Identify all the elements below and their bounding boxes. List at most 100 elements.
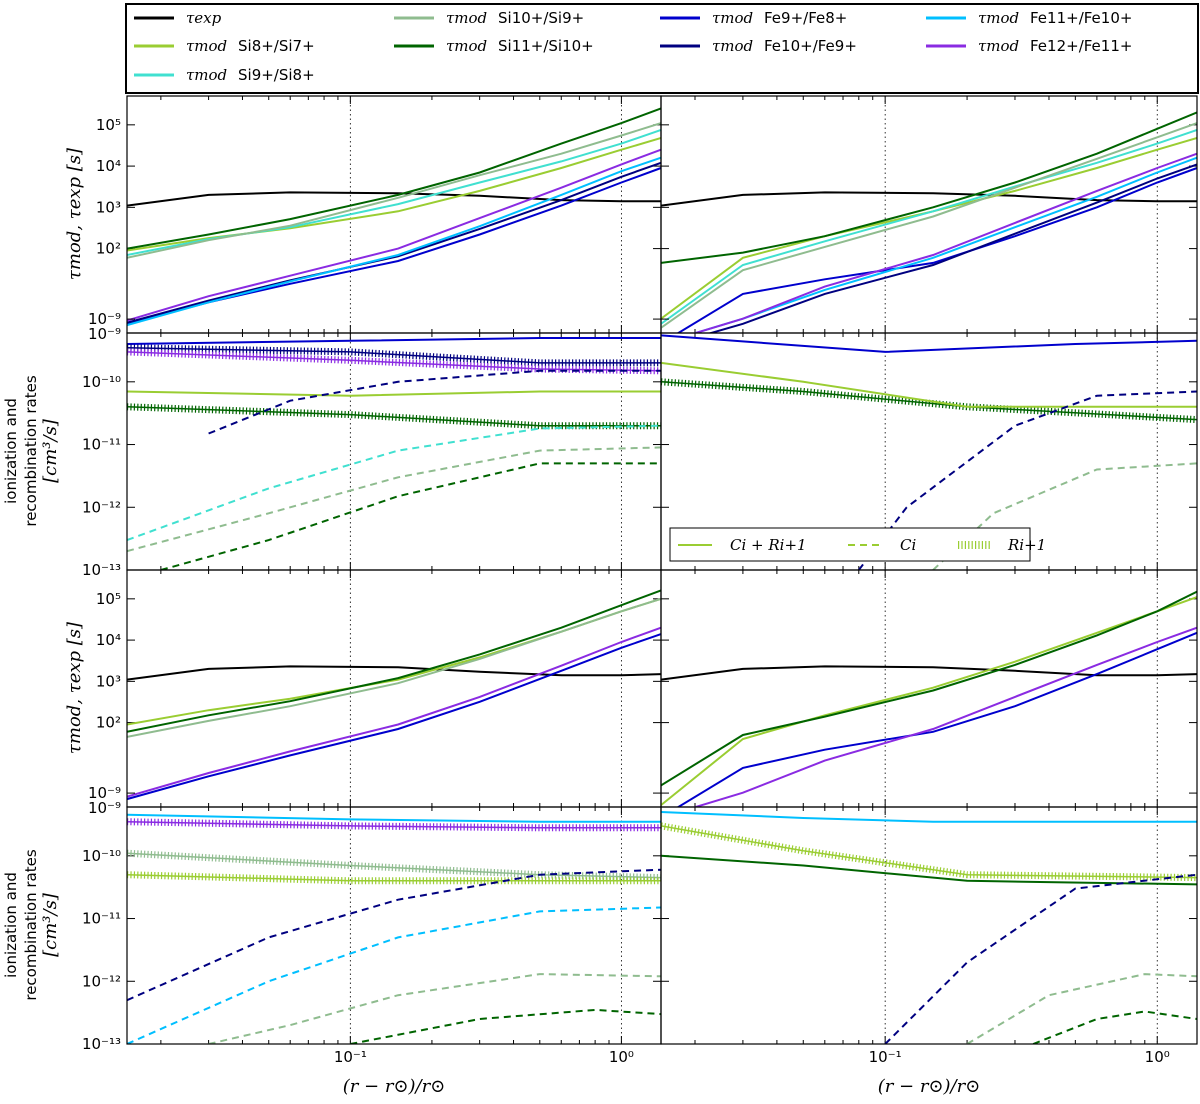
y-tick-label: 10⁴ — [96, 157, 121, 175]
inset-legend: Ci + Ri+1 Ci Ri+1 — [669, 527, 1046, 562]
tau-ylabel-bottom: τmod, τexp [s] — [64, 621, 85, 754]
panel-frame — [660, 95, 1198, 334]
panel-frame — [126, 569, 662, 808]
y-tick-label: 10³ — [96, 672, 121, 690]
panel-second-left: 10⁻⁹ 10⁻¹⁰ 10⁻¹¹ 10⁻¹² 10⁻¹³ — [82, 310, 662, 579]
series-fe109 — [707, 163, 1197, 333]
x-tick-label: 10⁻¹ — [869, 1048, 902, 1066]
series-core — [127, 873, 661, 882]
rate-ylabel-bottom: ionization and recombination rates [cm³/… — [2, 849, 61, 1000]
y-tick-label: 10⁻¹³ — [82, 1035, 121, 1053]
series-si1110-ci — [1032, 1010, 1197, 1044]
series-fe98-ci-ri-1 — [661, 334, 1197, 353]
panel-top-left: 10² 10³ 10⁴ 10⁵ 10⁻⁹ — [88, 95, 662, 343]
rate-ylabel-line2: recombination rates — [22, 375, 40, 526]
series-si98-ci — [127, 424, 661, 542]
xlabel-right: (r − r⊙)/r⊙ — [878, 1076, 981, 1097]
inset-label-solid: Ci + Ri+1 — [730, 536, 807, 554]
series-fe109-ci — [884, 873, 1197, 1044]
panel-frame — [660, 806, 1198, 1045]
legend-symbol-fe109: τmod — [712, 37, 753, 55]
legend-label-fe1110: Fe11+/Fe10+ — [1030, 9, 1132, 27]
series-core — [127, 346, 661, 364]
rate-ylabel-top: ionization and recombination rates [cm³/… — [2, 375, 61, 526]
series-si109-ci — [208, 973, 661, 1044]
legend-label-fe98: Fe9+/Fe8+ — [764, 9, 847, 27]
panel-bottom-right: 10⁻¹ 10⁰ — [660, 792, 1198, 1066]
legend-symbol-fe98: τmod — [712, 9, 753, 27]
panel-top-right — [660, 95, 1198, 334]
series-group — [661, 811, 1197, 1044]
x-tick-label: 10⁰ — [609, 1048, 634, 1066]
series-fe98 — [676, 631, 1197, 807]
series-core — [127, 406, 661, 427]
y-tick-label: 10³ — [96, 198, 121, 216]
series-fe109-ci — [127, 868, 661, 1002]
panel-third-right — [660, 569, 1198, 808]
rate-ylabel-line1: ionization and — [2, 872, 20, 978]
y-tick-label: 10² — [96, 240, 121, 258]
legend-symbol-si87: τmod — [186, 37, 227, 55]
series-core — [661, 825, 1197, 879]
y-axis-labels: τmod, τexp [s] τmod, τexp [s] ionization… — [2, 147, 85, 1001]
panel-bottom-left: 10⁻⁹ 10⁻¹⁰ 10⁻¹¹ 10⁻¹² 10⁻¹³ 10⁻¹ 10⁰ — [82, 784, 662, 1066]
y-tick-label: 10² — [96, 714, 121, 732]
y-tick-label: 10⁻¹² — [82, 972, 121, 990]
series-group — [661, 590, 1197, 807]
series-group — [127, 337, 661, 570]
legend-symbol-si109: τmod — [446, 9, 487, 27]
series-si1110 — [127, 589, 661, 733]
rate-ylabel-line2: recombination rates — [22, 849, 40, 1000]
y-tick-label: 10⁻⁹ — [88, 325, 121, 343]
series-fe1110 — [127, 156, 661, 327]
series-core — [661, 381, 1197, 421]
series-si98 — [661, 129, 1197, 325]
legend-symbol-exp: τexp — [186, 9, 222, 27]
series-fe1110-ci — [127, 906, 661, 1044]
series-si109 — [661, 122, 1197, 329]
series-si87 — [127, 597, 661, 726]
panel-third-left: 10² 10³ 10⁴ 10⁵ 10⁻⁹ — [88, 569, 662, 817]
series-fe98 — [127, 633, 661, 801]
rate-ylabel-units: [cm³/s] — [40, 892, 61, 957]
series-exp — [127, 665, 661, 681]
rate-ylabel-line1: ionization and — [2, 398, 20, 504]
legend-label-si98: Si9+/Si8+ — [238, 66, 315, 84]
x-tick-label: 10⁰ — [1145, 1048, 1170, 1066]
y-tick-label: 10⁻¹⁰ — [82, 847, 121, 865]
series-si109-ci — [127, 446, 661, 553]
legend-label-si1110: Si11+/Si10+ — [498, 37, 594, 55]
y-tick-label: 10⁻¹⁰ — [82, 373, 121, 391]
series-si87 — [661, 137, 1197, 320]
y-tick-label: 10⁵ — [96, 116, 121, 134]
series-si1110 — [661, 590, 1197, 787]
series-fe1211 — [692, 626, 1197, 807]
rate-ylabel-units: [cm³/s] — [40, 418, 61, 483]
legend-symbol-si1110: τmod — [446, 37, 487, 55]
y-tick-label: 10⁻⁹ — [88, 784, 121, 802]
series-group — [127, 107, 661, 327]
panels: 10²10³10⁴10⁵10⁻⁹10⁻⁹10⁻¹⁰10⁻¹¹10⁻¹²10⁻¹³… — [82, 95, 1198, 1066]
series-si109-ci — [966, 973, 1197, 1044]
series-group — [661, 111, 1197, 333]
series-si1110 — [127, 107, 661, 250]
legend: τexp τmod Si8+/Si7+ τmod Si9+/Si8+ τmod Si10+/… — [134, 9, 1132, 84]
inset-label-dashed: Ci — [900, 536, 916, 554]
series-si1110 — [661, 111, 1197, 264]
series-group — [127, 589, 661, 801]
legend-label-si109: Si10+/Si9+ — [498, 9, 584, 27]
y-tick-label: 10⁵ — [96, 590, 121, 608]
series-fe1211 — [127, 626, 661, 798]
y-tick-label: 10⁻⁹ — [88, 799, 121, 817]
series-fe98-ci-ri-1 — [127, 337, 661, 345]
series-group — [127, 813, 661, 1044]
series-si1110-ci-ri-1 — [661, 854, 1197, 886]
series-core — [127, 820, 661, 829]
series-si109 — [127, 122, 661, 259]
y-tick-label: 10⁴ — [96, 631, 121, 649]
legend-label-fe1211: Fe12+/Fe11+ — [1030, 37, 1132, 55]
series-si1110-ci — [350, 1008, 661, 1044]
series-si109 — [127, 597, 661, 738]
series-exp — [127, 191, 661, 207]
series-fe109 — [127, 161, 661, 324]
